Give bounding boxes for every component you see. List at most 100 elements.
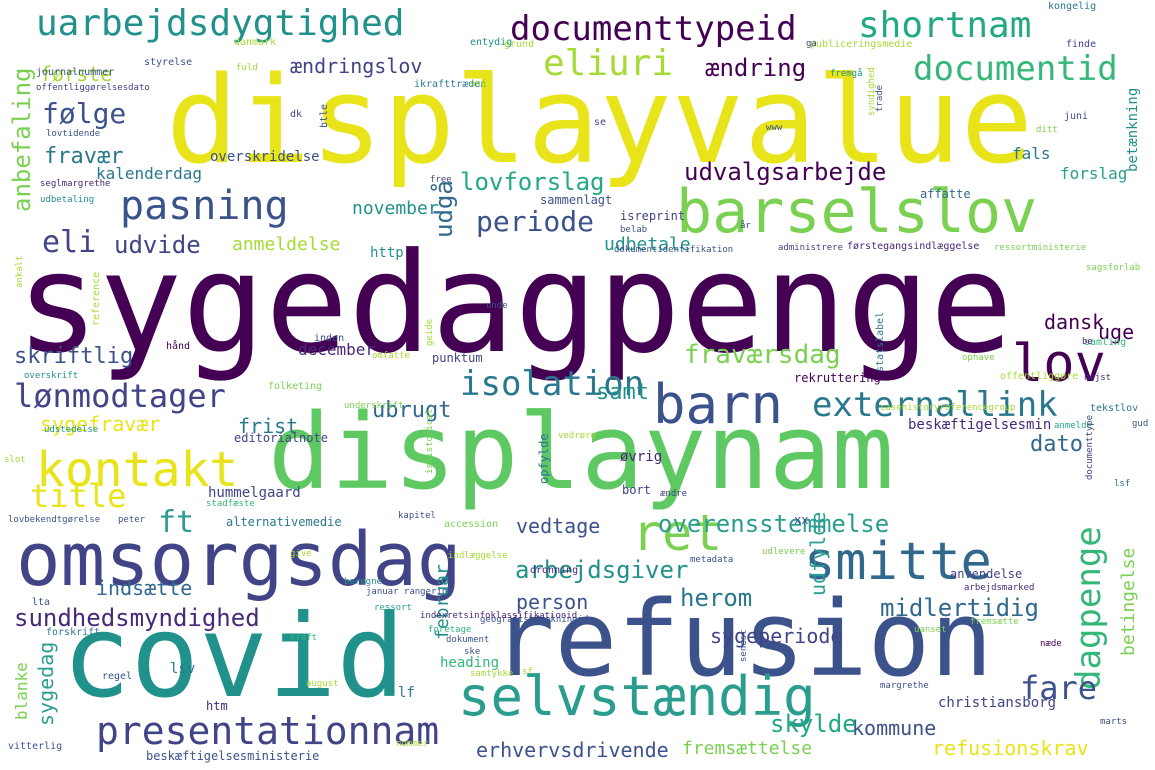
word-christiansborg: christiansborg bbox=[938, 695, 1057, 711]
word-overskridelse: overskridelse bbox=[210, 149, 320, 165]
word-smitte: smitte bbox=[804, 532, 992, 592]
word-offentliggøre: offentliggøre bbox=[1000, 371, 1079, 382]
word-fare: fare bbox=[1020, 669, 1098, 707]
word-lønmodtager: lønmodtager bbox=[14, 377, 226, 415]
word-overskrift: overskrift bbox=[24, 371, 79, 381]
word-ret: ret bbox=[632, 504, 723, 562]
word-lovtidende: lovtidende bbox=[46, 129, 101, 139]
word-fremgå: fremgå bbox=[830, 69, 863, 79]
word-dansk: dansk bbox=[1044, 310, 1105, 334]
word-overensstemmelse: overensstemmelse bbox=[658, 510, 890, 538]
word-seglmargrethe: seglmargrethe bbox=[40, 179, 111, 189]
word-frist: frist bbox=[238, 414, 299, 438]
word-betingelse: betingelse bbox=[1118, 547, 1139, 656]
word-hummelgaard: hummelgaard bbox=[208, 485, 301, 501]
word-forslag: forslag bbox=[1060, 164, 1128, 183]
word-skylde: skylde bbox=[770, 710, 857, 738]
word-casehistoryreferencegroup: casehistoryreferencegroup bbox=[880, 403, 1016, 413]
word-øvrig: øvrig bbox=[620, 449, 663, 465]
word-lsf: lsf bbox=[1114, 479, 1131, 489]
word-følge: følge bbox=[42, 97, 127, 130]
word-beskæftigelsesministerie: beskæftigelsesministerie bbox=[146, 749, 320, 763]
word-betænkning: betænkning bbox=[1125, 87, 1141, 172]
word-administrere: administrere bbox=[778, 243, 844, 253]
word-uge: uge bbox=[1098, 320, 1135, 344]
word-dk: dk bbox=[290, 109, 303, 120]
word-december: december bbox=[298, 340, 376, 359]
word-folketing: folketing bbox=[268, 381, 323, 392]
word-inden: inden bbox=[314, 333, 345, 344]
word-uarbejdsdygtighed: uarbejdsdygtighed bbox=[36, 3, 405, 44]
word-ske: ske bbox=[464, 647, 481, 657]
word-eliuri: eliuri bbox=[543, 43, 674, 84]
word-styrelse: styrelse bbox=[144, 57, 193, 68]
word-indsætte: indsætte bbox=[96, 576, 193, 600]
word-free: free bbox=[430, 175, 452, 185]
word-ft: ft bbox=[158, 505, 195, 540]
word-anmeldelse: anmeldelse bbox=[232, 234, 341, 255]
word-forskrift: forskrift bbox=[46, 627, 101, 638]
word-lovforslag: lovforslag bbox=[460, 168, 605, 196]
word-vitterlig: vitterlig bbox=[8, 741, 63, 752]
word-isreprint: isreprint bbox=[620, 209, 686, 223]
word-peter: peter bbox=[118, 515, 146, 525]
word-tekstlov: tekstlov bbox=[1090, 403, 1139, 414]
word-kraft: kraft bbox=[290, 633, 318, 643]
word-udstedelse: udstedelse bbox=[44, 425, 99, 435]
word-grund: grund bbox=[504, 39, 535, 50]
word-senest: senest bbox=[739, 629, 749, 662]
word-sygeperiode: sygeperiode bbox=[710, 624, 843, 648]
word-omsorgsdag: omsorgsdag bbox=[16, 517, 462, 603]
word-offentliggørelsesdato: offentliggørelsesdato bbox=[36, 83, 150, 93]
word-affatte: affatte bbox=[920, 187, 971, 201]
word-beskæftigelsesmin: beskæftigelsesmin bbox=[908, 417, 1052, 433]
word-ressort: ressort bbox=[374, 603, 412, 613]
word-documenttypeid: documenttypeid bbox=[510, 9, 797, 49]
word-udlevere: udlevere bbox=[762, 547, 806, 557]
word-refusion: refusion bbox=[492, 578, 993, 700]
word-arbejdsmarked: arbejdsmarked bbox=[964, 583, 1035, 593]
word-skriftlig: skriftlig bbox=[14, 344, 134, 369]
word-højst: højst bbox=[1084, 373, 1112, 383]
word-kongelig: kongelig bbox=[1048, 1, 1097, 12]
word-juni: juni bbox=[1064, 111, 1089, 122]
word-syndighed: syndighed bbox=[867, 67, 877, 116]
word-ditt: ditt bbox=[1036, 125, 1058, 135]
word-sygedag: sygedag bbox=[34, 641, 58, 726]
word-person: person bbox=[516, 590, 589, 614]
word-ikrafttræden: ikrafttræden bbox=[414, 79, 487, 90]
word-næde: næde bbox=[1040, 639, 1062, 649]
word-første: første bbox=[40, 62, 113, 86]
word-htm: htm bbox=[206, 699, 228, 713]
word-udfylde: udfylde bbox=[806, 511, 830, 596]
word-documenttype: documenttype bbox=[1085, 414, 1095, 480]
word-bort: bort bbox=[622, 483, 651, 497]
word-udvalgsarbejde: udvalgsarbejde bbox=[684, 158, 887, 186]
word-heading: heading bbox=[440, 655, 500, 671]
word-sagsforlab: sagsforlab bbox=[1086, 263, 1141, 273]
word-www: www bbox=[766, 123, 783, 133]
word-statslabel: statslabel bbox=[875, 311, 886, 372]
word-dokumentidentifikation: dokumentidentifikation bbox=[614, 245, 734, 255]
word-sundhedsmyndighed: sundhedsmyndighed bbox=[14, 604, 260, 632]
word-ishistorical: ishistorical bbox=[425, 408, 435, 474]
word-anvendelse: anvendelse bbox=[950, 567, 1023, 581]
word-udbetaling: udbetaling bbox=[40, 195, 95, 205]
word-marts: marts bbox=[1100, 717, 1128, 727]
word-selvstændig: selvstændig bbox=[458, 665, 816, 728]
word-periode: periode bbox=[476, 205, 595, 238]
word-sygefravær: sygefravær bbox=[40, 412, 161, 436]
word-fremsætte: fremsætte bbox=[970, 617, 1019, 627]
word-ressortministerie: ressortministerie bbox=[994, 243, 1087, 253]
word-uanset: uanset bbox=[914, 625, 947, 635]
word-eli: eli bbox=[42, 225, 97, 260]
word-samling: samling bbox=[1084, 337, 1127, 348]
word-shortnam: shortnam bbox=[858, 5, 1032, 46]
word-dagpenge: dagpenge bbox=[1069, 526, 1109, 690]
word-samtykke: samtykke bbox=[470, 669, 514, 679]
word-belab: belab bbox=[620, 225, 648, 235]
word-publiceringsmedie: publiceringsmedie bbox=[810, 39, 913, 50]
word-beregne: beregne bbox=[344, 577, 382, 587]
word-kontakt: kontakt bbox=[36, 442, 239, 498]
word-barn: barn bbox=[653, 373, 784, 436]
